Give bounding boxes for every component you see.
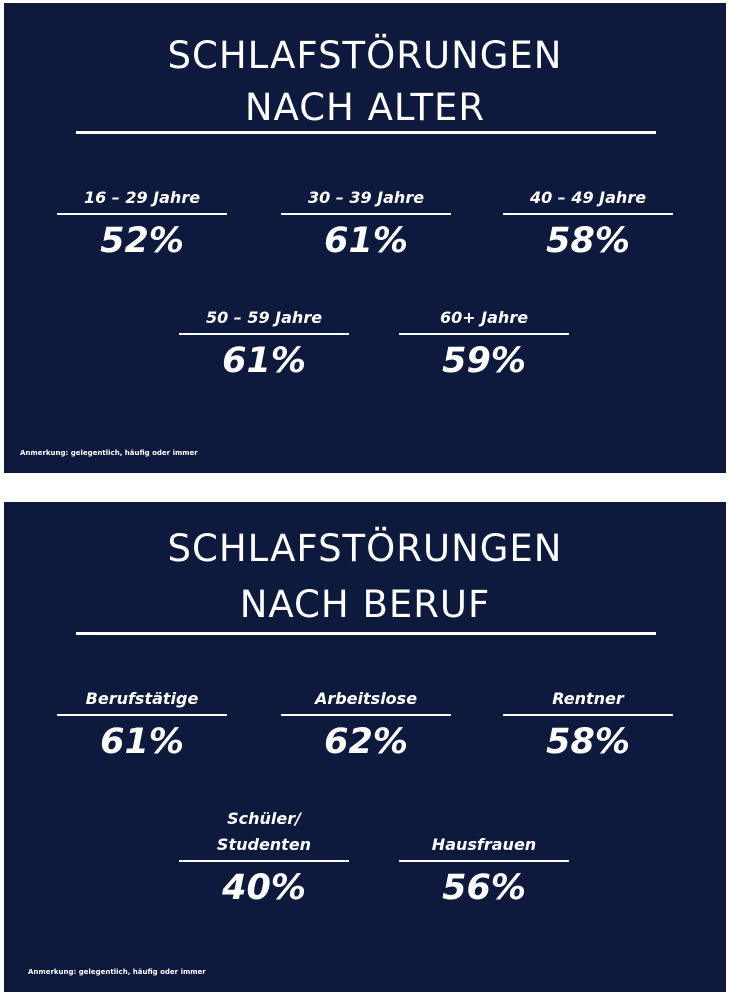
job-stat-value: 56% <box>442 868 526 908</box>
age-stat-value: 59% <box>442 341 526 381</box>
job-stat-value: 40% <box>222 868 306 908</box>
age-stat-label: 50 – 59 Jahre <box>205 308 323 327</box>
age-stat-value: 52% <box>100 221 184 261</box>
job-footnote: Anmerkung: gelegentlich, häufig oder imm… <box>28 968 206 976</box>
age-title-line2: NACH ALTER <box>244 86 486 129</box>
job-stat-label: Studenten <box>216 835 312 854</box>
job-stat-label: Hausfrauen <box>431 835 537 854</box>
job-stat-label: Rentner <box>552 689 624 708</box>
job-title-divider <box>76 632 656 635</box>
stat-divider <box>57 213 227 215</box>
age-title-divider <box>76 131 656 134</box>
job-stat-rentner: Rentner 58% <box>500 688 676 764</box>
job-stat-label: Berufstätige <box>85 689 199 708</box>
age-stat-value: 61% <box>222 341 306 381</box>
stat-divider <box>179 333 349 335</box>
job-stat-label: Schüler/ <box>227 809 301 828</box>
age-stat-60-plus: 60+ Jahre 59% <box>396 307 572 383</box>
job-stat-berufstaetige: Berufstätige 61% <box>54 688 230 764</box>
stat-divider <box>503 213 673 215</box>
job-stat-arbeitslose: Arbeitslose 62% <box>278 688 454 764</box>
stat-divider <box>281 714 451 716</box>
job-title-line2: NACH BERUF <box>239 583 491 626</box>
age-stat-40-49: 40 – 49 Jahre 58% <box>500 187 676 263</box>
age-stat-label: 60+ Jahre <box>439 308 529 327</box>
job-title-line1: SCHLAFSTÖRUNGEN <box>167 527 563 570</box>
job-stat-schueler-studenten: Schüler/ Studenten 40% <box>176 808 352 910</box>
age-stat-16-29: 16 – 29 Jahre 52% <box>54 187 230 263</box>
age-stat-label: 40 – 49 Jahre <box>529 188 647 207</box>
job-stat-value: 58% <box>546 722 630 762</box>
job-stat-label: Arbeitslose <box>314 689 418 708</box>
job-stat-value: 61% <box>100 722 184 762</box>
job-stat-hausfrauen: Hausfrauen 56% <box>396 834 572 910</box>
age-footnote: Anmerkung: gelegentlich, häufig oder imm… <box>20 449 198 457</box>
age-stat-50-59: 50 – 59 Jahre 61% <box>176 307 352 383</box>
age-title-line1: SCHLAFSTÖRUNGEN <box>167 34 563 77</box>
job-stat-value: 62% <box>324 722 408 762</box>
stat-divider <box>399 333 569 335</box>
stat-divider <box>179 860 349 862</box>
stat-divider <box>399 860 569 862</box>
age-stat-value: 58% <box>546 221 630 261</box>
stat-divider <box>281 213 451 215</box>
age-stat-30-39: 30 – 39 Jahre 61% <box>278 187 454 263</box>
stat-divider <box>503 714 673 716</box>
age-stat-label: 16 – 29 Jahre <box>83 188 201 207</box>
age-panel: SCHLAFSTÖRUNGEN NACH ALTER 16 – 29 Jahre… <box>4 3 726 473</box>
age-stat-label: 30 – 39 Jahre <box>307 188 425 207</box>
age-stat-value: 61% <box>324 221 408 261</box>
stat-divider <box>57 714 227 716</box>
job-panel: SCHLAFSTÖRUNGEN NACH BERUF Berufstätige … <box>4 502 726 992</box>
